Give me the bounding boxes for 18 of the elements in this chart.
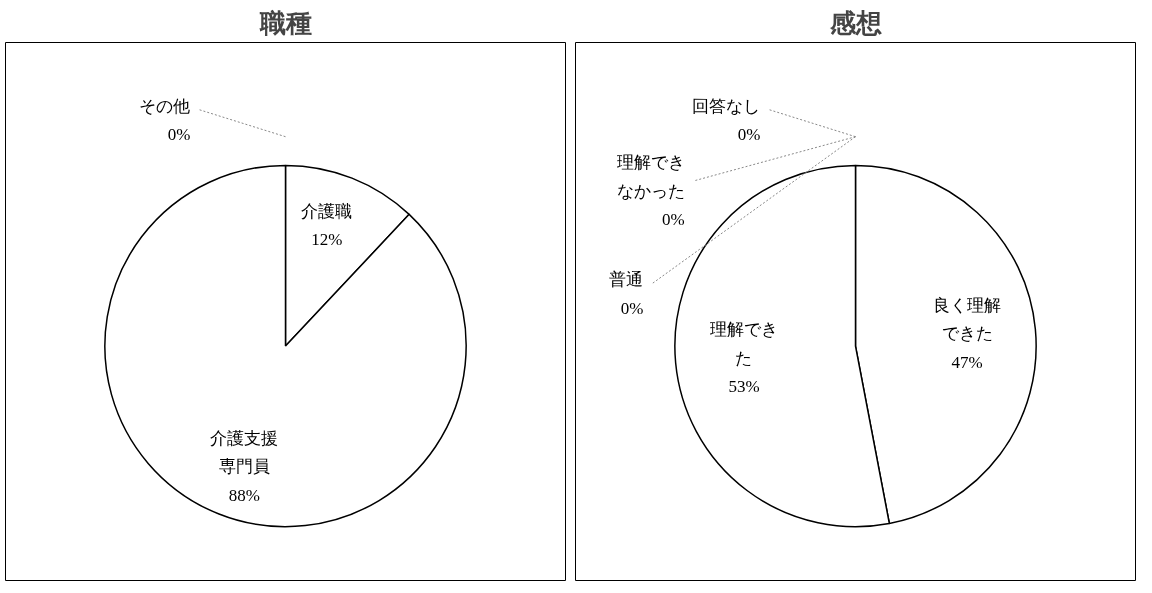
text: 0% — [662, 210, 685, 230]
chart-title: 職種 — [258, 7, 312, 38]
data-label: 12% — [311, 230, 343, 250]
category-label: その他 — [139, 96, 191, 116]
chart-title: 感想 — [828, 7, 882, 38]
slice-label: 理解できた — [710, 320, 778, 368]
category-label: 理解できなかった — [616, 153, 685, 201]
text: 0% — [737, 125, 761, 145]
data-label: 47% — [951, 352, 983, 372]
category-label: 普通 — [609, 270, 644, 290]
category-label: 回答なし — [692, 96, 761, 116]
slice-label: 介護支援専門員 — [210, 428, 279, 477]
slice-label: 良く理解できた — [933, 295, 1001, 344]
text: 0% — [620, 298, 644, 318]
slice-label: 介護職 — [301, 201, 353, 221]
data-label: 88% — [228, 485, 260, 505]
text: 0% — [167, 125, 191, 145]
data-label: 53% — [728, 377, 760, 397]
